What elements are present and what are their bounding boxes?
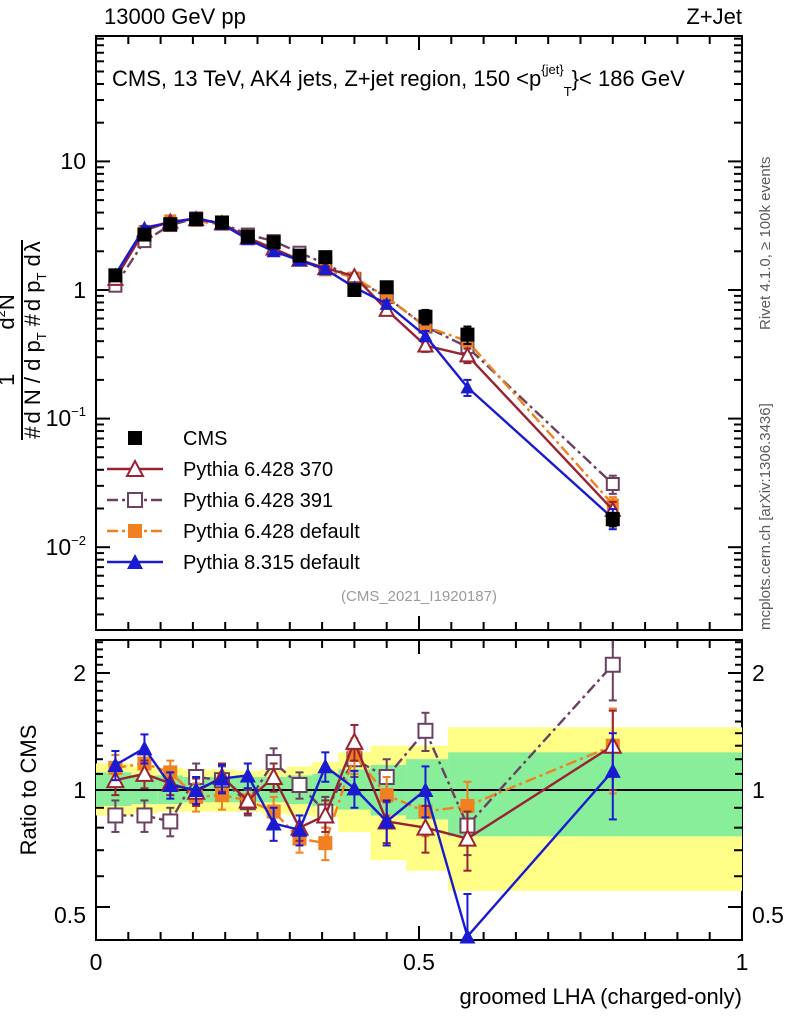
data-point	[318, 250, 333, 265]
x-tick-label: 1	[736, 949, 749, 975]
x-axis-label: groomed LHA (charged-only)	[460, 984, 742, 1009]
legend-label-3: Pythia 6.428 default	[183, 521, 360, 543]
data-point	[292, 248, 307, 263]
data-point	[418, 309, 433, 324]
side-label-mcplots: mcplots.cern.ch [arXiv:1306.3436]	[757, 403, 774, 630]
data-point	[137, 227, 152, 242]
data-point	[418, 328, 433, 342]
data-point	[416, 336, 435, 353]
main-plot-title: CMS, 13 TeV, AK4 jets, Z+jet region, 150…	[112, 62, 685, 99]
y-tick-label: 10−1	[46, 404, 86, 431]
main-y-tick-labels: 10 1 10−1 10−2	[46, 148, 86, 560]
x-tick-label: 0.5	[403, 949, 435, 975]
legend-label-1: Pythia 6.428 370	[183, 459, 333, 481]
ratio-data-point	[344, 731, 365, 750]
legend-marker-1	[125, 458, 145, 477]
ratio-data-point	[188, 782, 205, 797]
data-point	[605, 477, 620, 492]
ratio-data-point	[162, 813, 179, 830]
legend-label-0: CMS	[183, 428, 227, 450]
ratio-data-point	[379, 788, 394, 803]
data-point	[318, 262, 333, 276]
ratio-data-point	[346, 780, 363, 796]
ratio-y-tick-label: 1	[73, 777, 86, 803]
x-tick-label: 0	[90, 949, 103, 975]
ratio-data-point	[417, 782, 434, 797]
ratio-data-point	[107, 807, 124, 824]
main-axis-ticks	[95, 36, 743, 630]
ratio-data-point	[317, 758, 334, 774]
legend: CMS Pythia 6.428 370 Pythia 6.428 391 Pythi…	[107, 428, 360, 574]
ratio-data-point	[238, 790, 258, 809]
data-point	[379, 296, 394, 310]
y-tick-label: 10	[60, 148, 86, 174]
ratio-data-point	[162, 777, 179, 793]
data-point	[460, 327, 475, 342]
legend-marker-3	[128, 524, 142, 538]
ratio-data-point	[457, 828, 478, 847]
ratio-data-point	[460, 798, 475, 813]
band-inner	[448, 752, 742, 837]
data-point	[460, 380, 475, 394]
ratio-data-point	[318, 836, 333, 851]
side-label-rivet: Rivet 4.1.0, ≥ 100k events	[757, 157, 774, 330]
y-tick-label: 10−2	[46, 533, 86, 560]
ratio-data-point	[604, 762, 621, 778]
data-point	[240, 229, 255, 244]
legend-marker-0	[128, 431, 142, 445]
ratio-data-point	[291, 777, 308, 794]
data-point	[379, 280, 394, 295]
ratio-y-tick-label: 2	[73, 660, 86, 686]
legend-marker-2	[127, 492, 143, 508]
ratio-data-point	[265, 815, 282, 831]
ratio-y-axis-label: Ratio to CMS	[16, 725, 41, 856]
data-point	[347, 283, 362, 297]
data-point	[266, 244, 281, 258]
main-y-axis-label: #d N / d pT#d pTdλ 1d2N	[0, 240, 49, 440]
legend-label-2: Pythia 6.428 391	[183, 490, 333, 512]
ratio-data-point	[239, 767, 256, 783]
dataset-watermark: (CMS_2021_I1920187)	[341, 588, 497, 605]
ratio-data-point	[136, 740, 153, 756]
ratio-y-tick-label: 0.5	[54, 902, 86, 928]
x-tick-labels: 0 0.5 1	[90, 949, 749, 975]
ratio-data-point	[378, 813, 395, 829]
data-point	[605, 512, 620, 527]
data-point	[163, 217, 178, 232]
legend-marker-4	[127, 554, 143, 569]
data-point	[189, 212, 204, 227]
header-left-label: 13000 GeV pp	[104, 4, 246, 29]
ratio-y-tick-labels: 2 2 1 1 0.5 0.5	[54, 660, 784, 928]
main-series-group	[106, 210, 622, 531]
ratio-data-point	[263, 766, 284, 786]
ratio-data-point	[417, 722, 434, 739]
ratio-data-point	[136, 807, 153, 824]
ratio-data-point	[415, 817, 436, 836]
legend-label-4: Pythia 8.315 default	[183, 552, 360, 574]
ratio-y-tick-label-right: 0.5	[752, 902, 784, 928]
ratio-series-line	[115, 744, 614, 845]
y-axis-denominator: #d N / d pT#d pTdλ	[20, 241, 49, 438]
data-point	[108, 268, 123, 283]
data-point	[458, 346, 477, 363]
data-point	[214, 215, 229, 230]
y-axis-numerator: 1d2N	[0, 294, 19, 386]
ratio-data-point	[604, 656, 621, 673]
ratio-data-point	[107, 756, 124, 772]
ratio-data-point	[459, 928, 476, 944]
data-point	[266, 235, 281, 250]
ratio-y-tick-label-right: 1	[752, 777, 765, 803]
ratio-data-point	[213, 770, 230, 786]
ratio-series-group	[105, 641, 623, 944]
ratio-y-tick-label-right: 2	[752, 660, 765, 686]
ratio-data-point	[134, 763, 155, 782]
y-tick-label: 1	[73, 277, 86, 303]
ratio-axis-ticks	[95, 640, 743, 940]
header-right-label: Z+Jet	[686, 4, 742, 29]
ratio-data-point	[291, 821, 308, 837]
ratio-data-point	[315, 805, 335, 824]
